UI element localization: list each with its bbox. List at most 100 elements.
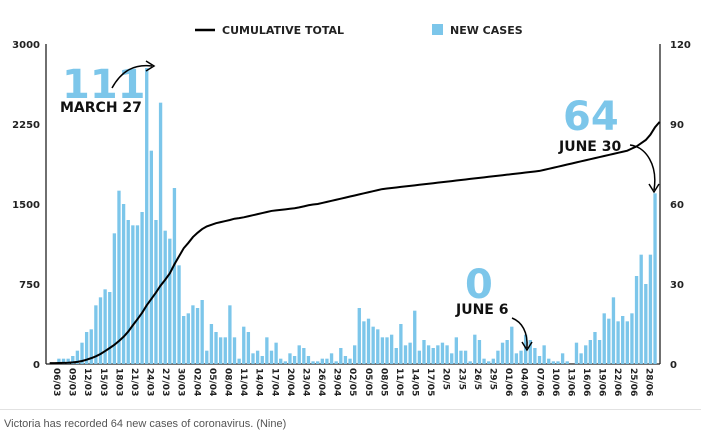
x-tick-label: 08/05 xyxy=(378,368,388,396)
y-right-tick-label: 0 xyxy=(670,360,677,371)
new-cases-bar xyxy=(223,337,227,364)
new-cases-bar xyxy=(112,233,117,364)
new-cases-bar xyxy=(639,254,643,364)
x-tick-label: 11/04 xyxy=(238,368,248,396)
y-right-tick-label: 60 xyxy=(670,200,684,211)
new-cases-bar xyxy=(644,284,648,364)
x-tick-label: 12/03 xyxy=(82,368,92,396)
x-tick-label: 30/03 xyxy=(176,368,186,396)
new-cases-bar xyxy=(182,316,186,364)
x-tick-label: 14/04 xyxy=(254,368,264,396)
new-cases-bar xyxy=(366,318,371,364)
new-cases-bar xyxy=(108,292,112,364)
new-cases-bar xyxy=(205,350,209,364)
new-cases-bar xyxy=(325,358,329,364)
new-cases-bar xyxy=(140,212,144,364)
annotation-march27-arrowhead xyxy=(145,60,156,72)
new-cases-bar xyxy=(616,321,620,364)
new-cases-bar xyxy=(297,345,301,364)
new-cases-bar xyxy=(80,342,84,364)
y-left-tick-label: 1500 xyxy=(12,200,40,211)
new-cases-bar xyxy=(551,361,556,364)
new-cases-bar xyxy=(117,190,121,364)
new-cases-bar xyxy=(468,361,472,364)
new-cases-bar xyxy=(232,337,237,364)
x-tick-label: 18/03 xyxy=(113,368,123,396)
new-cases-bar xyxy=(348,358,352,364)
image-caption: Victoria has recorded 64 new cases of co… xyxy=(4,418,287,430)
new-cases-bar xyxy=(274,342,278,364)
x-tick-label: 21/03 xyxy=(129,368,139,396)
new-cases-bar xyxy=(394,348,398,364)
new-cases-bar xyxy=(306,356,311,364)
x-tick-label: 11/05 xyxy=(394,368,404,396)
new-cases-bar xyxy=(454,337,458,364)
new-cases-bar xyxy=(496,350,500,364)
new-cases-bar xyxy=(611,297,616,364)
legend-cumulative-label: CUMULATIVE TOTAL xyxy=(222,24,344,37)
x-tick-label: 02/04 xyxy=(191,368,201,396)
new-cases-bar xyxy=(339,348,343,364)
x-tick-label: 05/05 xyxy=(363,368,373,396)
new-cases-bar xyxy=(242,326,246,364)
new-cases-bar xyxy=(630,313,634,364)
x-tick-label: 09/03 xyxy=(67,368,77,396)
annotation-march27-number: 111 xyxy=(62,62,146,108)
new-cases-bar xyxy=(357,308,361,364)
x-tick-label: 20/04 xyxy=(285,368,295,396)
new-cases-bar xyxy=(491,358,495,364)
annotation-june30: 64 JUNE 30 xyxy=(558,94,660,194)
x-tick-label: 16/06 xyxy=(581,368,591,396)
new-cases-bar xyxy=(255,350,260,364)
new-cases-bar xyxy=(126,220,130,364)
new-cases-bar xyxy=(584,345,588,364)
new-cases-bar xyxy=(376,329,380,364)
x-tick-label: 20/5 xyxy=(441,368,451,390)
x-tick-label: 29/5 xyxy=(488,368,498,390)
new-cases-bar xyxy=(75,350,80,364)
cumulative-total-line xyxy=(49,121,661,365)
y-right-ticks: 0 30 60 90 120 xyxy=(670,40,691,371)
annotation-june30-label: JUNE 30 xyxy=(558,139,621,155)
new-cases-bar xyxy=(292,356,297,364)
new-cases-bar xyxy=(353,345,357,364)
new-cases-bar xyxy=(84,332,89,364)
new-cases-bar xyxy=(320,358,324,364)
y-left-tick-label: 2250 xyxy=(12,120,40,131)
new-cases-bar xyxy=(426,345,431,364)
new-cases-bar xyxy=(218,337,223,364)
new-cases-bar xyxy=(145,68,149,364)
new-cases-bar xyxy=(163,230,167,364)
new-cases-bar xyxy=(195,308,200,364)
new-cases-bar xyxy=(103,289,107,364)
new-cases-bar xyxy=(648,254,653,364)
new-cases-bar xyxy=(177,265,181,364)
new-cases-bar xyxy=(168,238,172,364)
new-cases-bar xyxy=(523,334,528,364)
x-tick-label: 10/06 xyxy=(550,368,560,396)
new-cases-bar xyxy=(533,348,537,364)
new-cases-bar xyxy=(186,313,190,364)
new-cases-bar xyxy=(593,332,597,364)
new-cases-bar xyxy=(607,318,611,364)
new-cases-bar xyxy=(403,345,408,364)
annotation-june6-arrow xyxy=(511,317,528,349)
new-cases-bar xyxy=(621,316,625,364)
new-cases-bar xyxy=(537,356,542,364)
new-cases-bar xyxy=(311,361,315,364)
new-cases-bar xyxy=(436,345,440,364)
new-cases-bar xyxy=(588,340,593,364)
new-cases-bar xyxy=(408,342,412,364)
x-tick-label: 02/05 xyxy=(347,368,357,396)
y-right-tick-label: 30 xyxy=(670,280,684,291)
new-cases-bar xyxy=(477,340,482,364)
x-tick-label: 28/06 xyxy=(643,368,653,396)
annotation-march27-arrow xyxy=(111,64,153,89)
annotation-june30-number: 64 xyxy=(563,94,619,140)
new-cases-bar xyxy=(121,204,126,364)
new-cases-bar xyxy=(514,353,519,364)
new-cases-bar xyxy=(440,342,445,364)
new-cases-bar xyxy=(417,350,422,364)
x-tick-label: 06/03 xyxy=(51,368,61,396)
x-tick-labels: 06/03 09/03 12/03 15/03 18/03 21/03 24/03 27/03… xyxy=(51,368,653,396)
